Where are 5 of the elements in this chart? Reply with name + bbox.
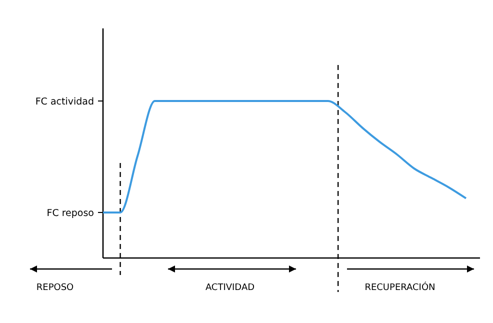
text: REPOSO bbox=[36, 283, 74, 293]
text: FC actividad bbox=[35, 96, 94, 108]
text: ACTIVIDAD bbox=[205, 283, 255, 293]
text: RECUPERACIÓN bbox=[364, 281, 436, 293]
text: FC reposo bbox=[46, 208, 94, 219]
